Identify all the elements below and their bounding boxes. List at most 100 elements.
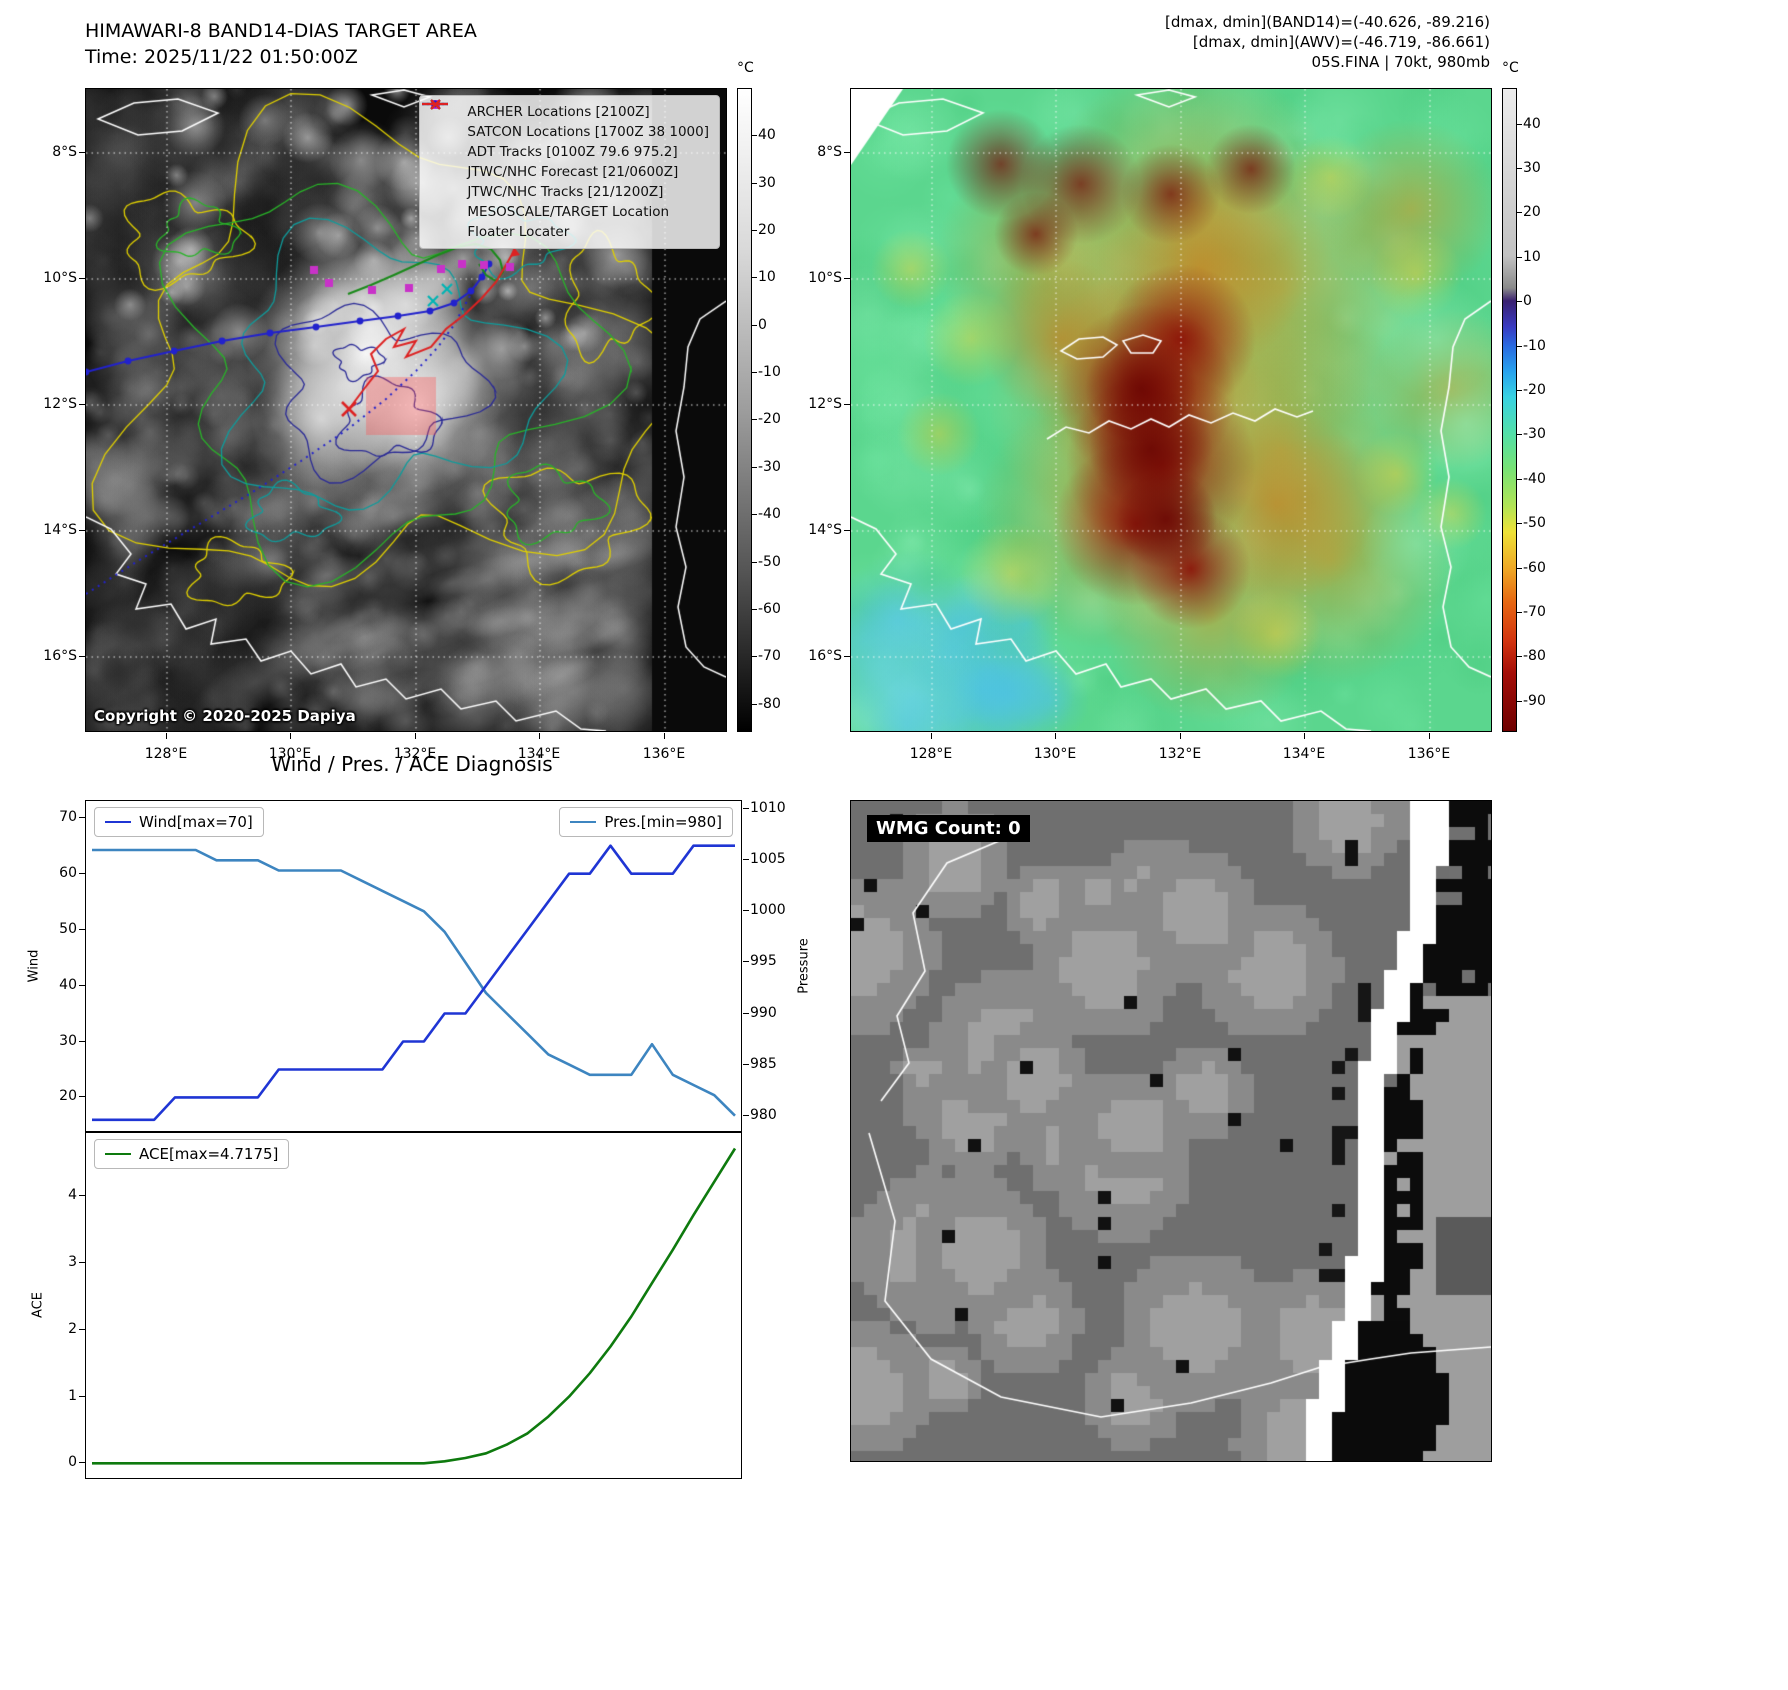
ace-y-tick: 0	[68, 1454, 77, 1471]
awv-colorbar-tick: -10	[1523, 337, 1546, 354]
band14-colorbar-tick: 0	[758, 316, 767, 333]
axis-tick-mark	[1517, 345, 1522, 347]
ace-line	[92, 1147, 737, 1465]
ace-y-tick: 1	[68, 1387, 77, 1404]
band14-y-tick: 14°S	[43, 522, 77, 538]
axis-tick-mark	[664, 733, 665, 739]
band14-x-tick: 132°E	[393, 746, 437, 762]
axis-tick-mark	[79, 1328, 85, 1330]
axis-tick-mark	[79, 984, 85, 986]
band14-y-tick: 12°S	[43, 396, 77, 412]
awv-y-tick: 16°S	[808, 648, 842, 664]
axis-tick-mark	[743, 1114, 749, 1116]
axis-tick-mark	[1517, 478, 1522, 480]
awv-colorbar-tick: -20	[1523, 382, 1546, 398]
band14-colorbar-tick: -70	[758, 648, 781, 665]
band14-colorbar-tick: 30	[758, 174, 776, 191]
awv-colorbar-tick: -80	[1523, 648, 1546, 665]
axis-tick-mark	[1517, 434, 1522, 436]
axis-tick-mark	[539, 733, 540, 739]
axis-tick-mark	[79, 1395, 85, 1397]
wind-y-tick: 70	[59, 808, 77, 825]
band14-legend-label: JTWC/NHC Tracks [21/1200Z]	[467, 184, 664, 200]
band14-colorbar-tick: 10	[758, 269, 776, 286]
ace-legend: ACE[max=4.7175]	[94, 1139, 290, 1169]
axis-tick-mark	[79, 152, 85, 153]
wind-y-tick: 20	[59, 1088, 77, 1105]
awv-y-tick: 14°S	[808, 522, 842, 538]
band14-time-subtitle: Time: 2025/11/22 01:50:00Z	[85, 46, 358, 68]
axis-tick-mark	[743, 808, 749, 810]
awv-x-tick: 130°E	[1033, 746, 1077, 762]
axis-tick-mark	[79, 404, 85, 405]
awv-header-dmax-band14: [dmax, dmin](BAND14)=(-40.626, -89.216)	[1165, 13, 1490, 31]
axis-tick-mark	[1429, 733, 1430, 739]
axis-tick-mark	[79, 1262, 85, 1264]
band14-legend-item-2: ADT Tracks [0100Z 79.6 975.2]	[422, 102, 709, 162]
axis-tick-mark	[752, 466, 757, 468]
band14-legend-label: ADT Tracks [0100Z 79.6 975.2]	[467, 144, 678, 160]
awv-header-storm-info: 05S.FINA | 70kt, 980mb	[1311, 53, 1490, 71]
awv-colorbar-tick: -60	[1523, 559, 1546, 576]
axis-tick-mark	[79, 1040, 85, 1042]
awv-satellite-image	[851, 89, 1491, 731]
axis-tick-mark	[1517, 123, 1522, 125]
pressure-legend-label: Pres.[min=980]	[604, 813, 722, 831]
band14-colorbar-tick: -10	[758, 364, 781, 381]
axis-tick-mark	[844, 152, 850, 153]
awv-colorbar-tick: 30	[1523, 159, 1541, 176]
axis-tick-mark	[844, 278, 850, 279]
pressure-line-swatch	[570, 821, 597, 823]
band14-x-tick: 130°E	[268, 746, 312, 762]
awv-x-tick: 134°E	[1282, 746, 1326, 762]
axis-tick-mark	[79, 278, 85, 279]
band14-map-panel: ARCHER Locations [2100Z] SATCON Locations…	[85, 88, 727, 732]
awv-colorbar-tick: -40	[1523, 470, 1546, 487]
pressure-y-tick: 1005	[750, 851, 786, 868]
awv-colorbar-tick: 10	[1523, 248, 1541, 265]
band14-colorbar-tick: 20	[758, 222, 776, 239]
band14-legend-label: JTWC/NHC Forecast [21/0600Z]	[467, 164, 679, 180]
band14-y-tick: 16°S	[43, 648, 77, 664]
wind-y-tick: 40	[59, 976, 77, 993]
axis-tick-mark	[752, 656, 757, 658]
pressure-y-tick: 985	[750, 1055, 777, 1072]
band14-copyright: Copyright © 2020-2025 Dapiya	[94, 707, 356, 725]
ace-y-tick: 2	[68, 1320, 77, 1337]
wmg-count-label: WMG Count: 0	[867, 815, 1030, 842]
axis-tick-mark	[752, 608, 757, 610]
band14-legend-item-3: JTWC/NHC Forecast [21/0600Z]	[422, 102, 709, 182]
band14-colorbar-tick: -80	[758, 695, 781, 712]
awv-colorbar	[1502, 88, 1517, 732]
wind-y-tick: 50	[59, 920, 77, 937]
awv-x-tick: 136°E	[1407, 746, 1451, 762]
awv-x-tick: 128°E	[909, 746, 953, 762]
awv-y-tick: 10°S	[808, 270, 842, 286]
axis-tick-mark	[1517, 656, 1522, 658]
awv-colorbar-tick: -50	[1523, 515, 1546, 532]
axis-tick-mark	[844, 530, 850, 531]
pressure-y-tick: 990	[750, 1004, 777, 1021]
band14-x-tick: 128°E	[144, 746, 188, 762]
band14-legend-item-4: JTWC/NHC Tracks [21/1200Z]	[422, 100, 709, 202]
axis-tick-mark	[752, 182, 757, 184]
axis-tick-mark	[1517, 167, 1522, 169]
axis-tick-mark	[743, 1012, 749, 1014]
wind-axis-label: Wind	[26, 949, 42, 983]
band14-legend-label: SATCON Locations [1700Z 38 1000]	[467, 124, 709, 140]
ace-legend-label: ACE[max=4.7175]	[139, 1145, 279, 1163]
band14-x-tick: 136°E	[642, 746, 686, 762]
axis-tick-mark	[844, 656, 850, 657]
band14-colorbar-tick: -20	[758, 411, 781, 428]
awv-y-tick: 12°S	[808, 396, 842, 412]
ace-axis-label: ACE	[30, 1292, 46, 1318]
band14-legend-label: MESOSCALE/TARGET Location	[467, 204, 670, 220]
wind-line-swatch	[105, 821, 131, 823]
axis-tick-mark	[752, 230, 757, 232]
axis-tick-mark	[752, 277, 757, 279]
awv-colorbar-tick: 0	[1523, 293, 1532, 310]
band14-colorbar-tick: -60	[758, 600, 781, 617]
axis-tick-mark	[1517, 390, 1522, 391]
awv-colorbar-tick: -70	[1523, 604, 1546, 621]
